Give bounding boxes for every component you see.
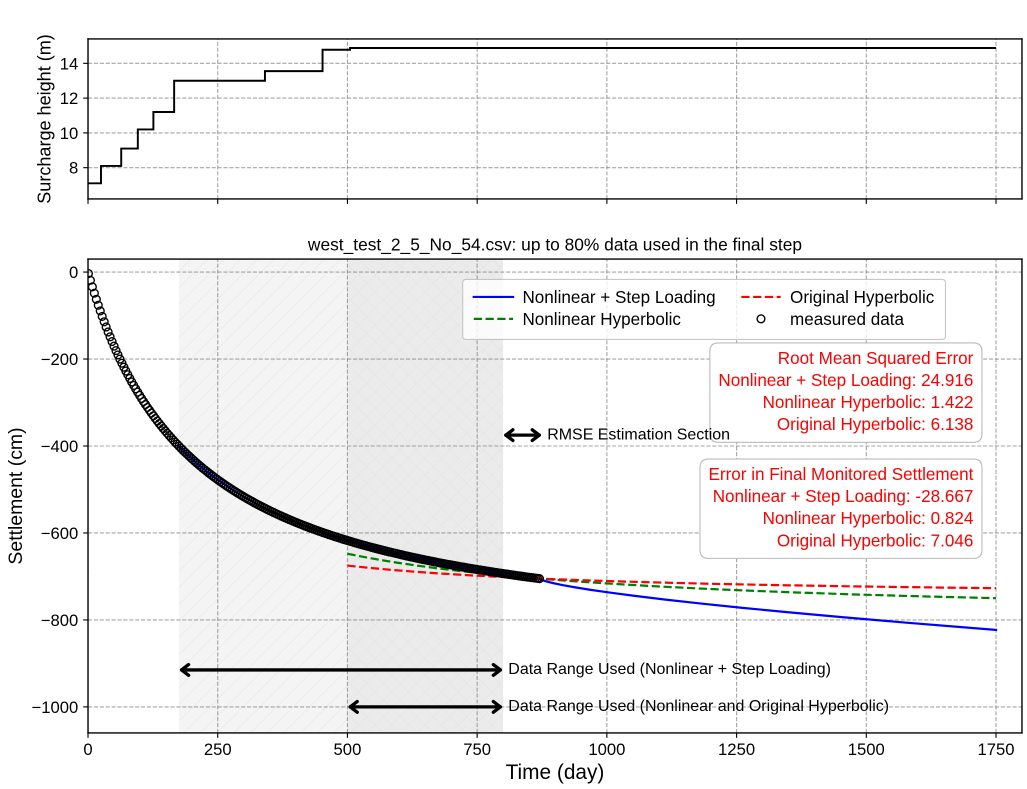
svg-text:measured data: measured data <box>790 310 904 329</box>
svg-text:Nonlinear Hyperbolic: 1.422: Nonlinear Hyperbolic: 1.422 <box>763 393 974 412</box>
svg-text:Error in Final Monitored Settl: Error in Final Monitored Settlement <box>709 465 974 484</box>
svg-text:Original Hyperbolic: 7.046: Original Hyperbolic: 7.046 <box>777 531 974 550</box>
svg-text:250: 250 <box>204 740 232 759</box>
svg-text:0: 0 <box>83 740 92 759</box>
svg-text:8: 8 <box>69 159 78 178</box>
svg-text:−600: −600 <box>41 524 79 543</box>
svg-text:12: 12 <box>60 89 79 108</box>
svg-text:10: 10 <box>60 124 79 143</box>
svg-text:Original Hyperbolic: 6.138: Original Hyperbolic: 6.138 <box>777 415 974 434</box>
svg-text:750: 750 <box>463 740 491 759</box>
svg-text:1750: 1750 <box>977 740 1014 759</box>
svg-text:Nonlinear + Step Loading: -28.: Nonlinear + Step Loading: -28.667 <box>713 487 974 506</box>
svg-text:1000: 1000 <box>588 740 625 759</box>
svg-text:west_test_2_5_No_54.csv: up to: west_test_2_5_No_54.csv: up to 80% data … <box>307 235 802 255</box>
svg-text:−1000: −1000 <box>32 698 79 717</box>
svg-text:Settlement (cm): Settlement (cm) <box>5 427 27 564</box>
svg-text:Nonlinear + Step Loading: Nonlinear + Step Loading <box>522 288 715 307</box>
svg-text:−400: −400 <box>41 437 79 456</box>
svg-text:Original Hyperbolic: Original Hyperbolic <box>790 288 935 307</box>
svg-text:Nonlinear Hyperbolic: Nonlinear Hyperbolic <box>522 310 681 329</box>
svg-text:−200: −200 <box>41 350 79 369</box>
svg-text:Time (day): Time (day) <box>506 761 605 784</box>
svg-text:1500: 1500 <box>848 740 885 759</box>
svg-text:Nonlinear Hyperbolic: 0.824: Nonlinear Hyperbolic: 0.824 <box>763 509 974 528</box>
svg-text:Data Range Used (Nonlinear and: Data Range Used (Nonlinear and Original … <box>508 698 889 715</box>
svg-text:RMSE Estimation Section: RMSE Estimation Section <box>547 426 730 443</box>
svg-text:Root Mean Squared Error: Root Mean Squared Error <box>778 349 974 368</box>
svg-text:0: 0 <box>69 263 78 282</box>
svg-text:Data Range Used (Nonlinear + S: Data Range Used (Nonlinear + Step Loadin… <box>508 661 831 678</box>
svg-text:500: 500 <box>334 740 362 759</box>
svg-text:−800: −800 <box>41 611 79 630</box>
svg-text:14: 14 <box>60 54 79 73</box>
svg-text:Nonlinear + Step Loading: 24.9: Nonlinear + Step Loading: 24.916 <box>718 371 973 390</box>
svg-text:Surcharge height (m): Surcharge height (m) <box>34 34 54 204</box>
svg-text:1250: 1250 <box>718 740 755 759</box>
